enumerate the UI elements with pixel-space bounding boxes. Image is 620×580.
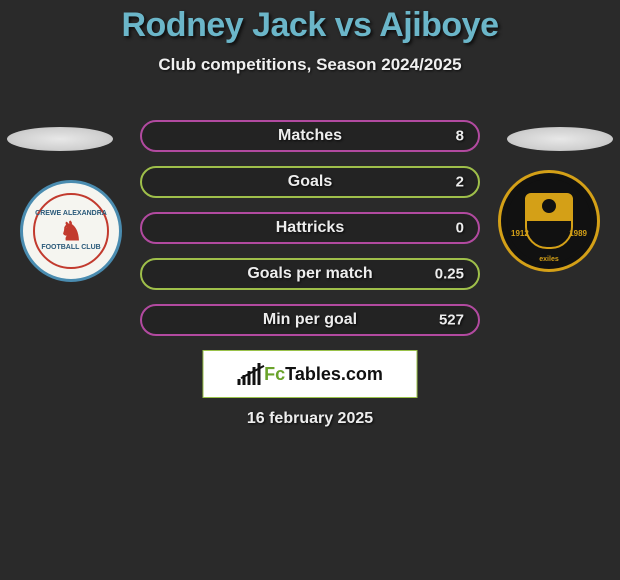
fctables-logo[interactable]: FcTables.com (203, 350, 418, 398)
logo-text-prefix: Fc (264, 364, 285, 384)
date-label: 16 february 2025 (247, 410, 373, 428)
crest-left-bottom-text: FOOTBALL CLUB (41, 244, 100, 252)
stat-value: 527 (439, 312, 464, 329)
page-title: Rodney Jack vs Ajiboye (0, 0, 620, 45)
stat-row: Goals per match 0.25 (140, 258, 480, 290)
club-crest-right: 1912 1989 exiles (498, 170, 600, 272)
stat-value: 8 (456, 128, 464, 145)
stat-label: Min per goal (263, 311, 357, 329)
bar-chart-icon (237, 363, 260, 385)
logo-text: FcTables.com (264, 364, 383, 385)
stat-value: 2 (456, 174, 464, 191)
stat-value: 0.25 (435, 266, 464, 283)
crest-left-inner: CREWE ALEXANDRA ♞ FOOTBALL CLUB (33, 193, 109, 269)
player-photo-right (507, 127, 613, 151)
shield-icon (525, 193, 573, 249)
stat-row: Min per goal 527 (140, 304, 480, 336)
club-crest-left: CREWE ALEXANDRA ♞ FOOTBALL CLUB (20, 180, 122, 282)
crest-right-year-left: 1912 (511, 229, 529, 238)
stats-panel: Matches 8 Goals 2 Hattricks 0 Goals per match 0… (140, 120, 480, 350)
griffin-icon: ♞ (59, 218, 82, 244)
stat-label: Goals per match (247, 265, 372, 283)
stat-label: Matches (278, 127, 342, 145)
stat-label: Hattricks (276, 219, 344, 237)
crest-right-year-right: 1989 (569, 229, 587, 238)
player-photo-left (7, 127, 113, 151)
subtitle: Club competitions, Season 2024/2025 (0, 55, 620, 75)
crest-right-bottom-text: exiles (539, 256, 558, 263)
stat-row: Goals 2 (140, 166, 480, 198)
crest-right-inner (507, 179, 591, 263)
stat-row: Matches 8 (140, 120, 480, 152)
stat-label: Goals (288, 173, 332, 191)
logo-text-suffix: Tables.com (285, 364, 383, 384)
stat-value: 0 (456, 220, 464, 237)
stat-row: Hattricks 0 (140, 212, 480, 244)
